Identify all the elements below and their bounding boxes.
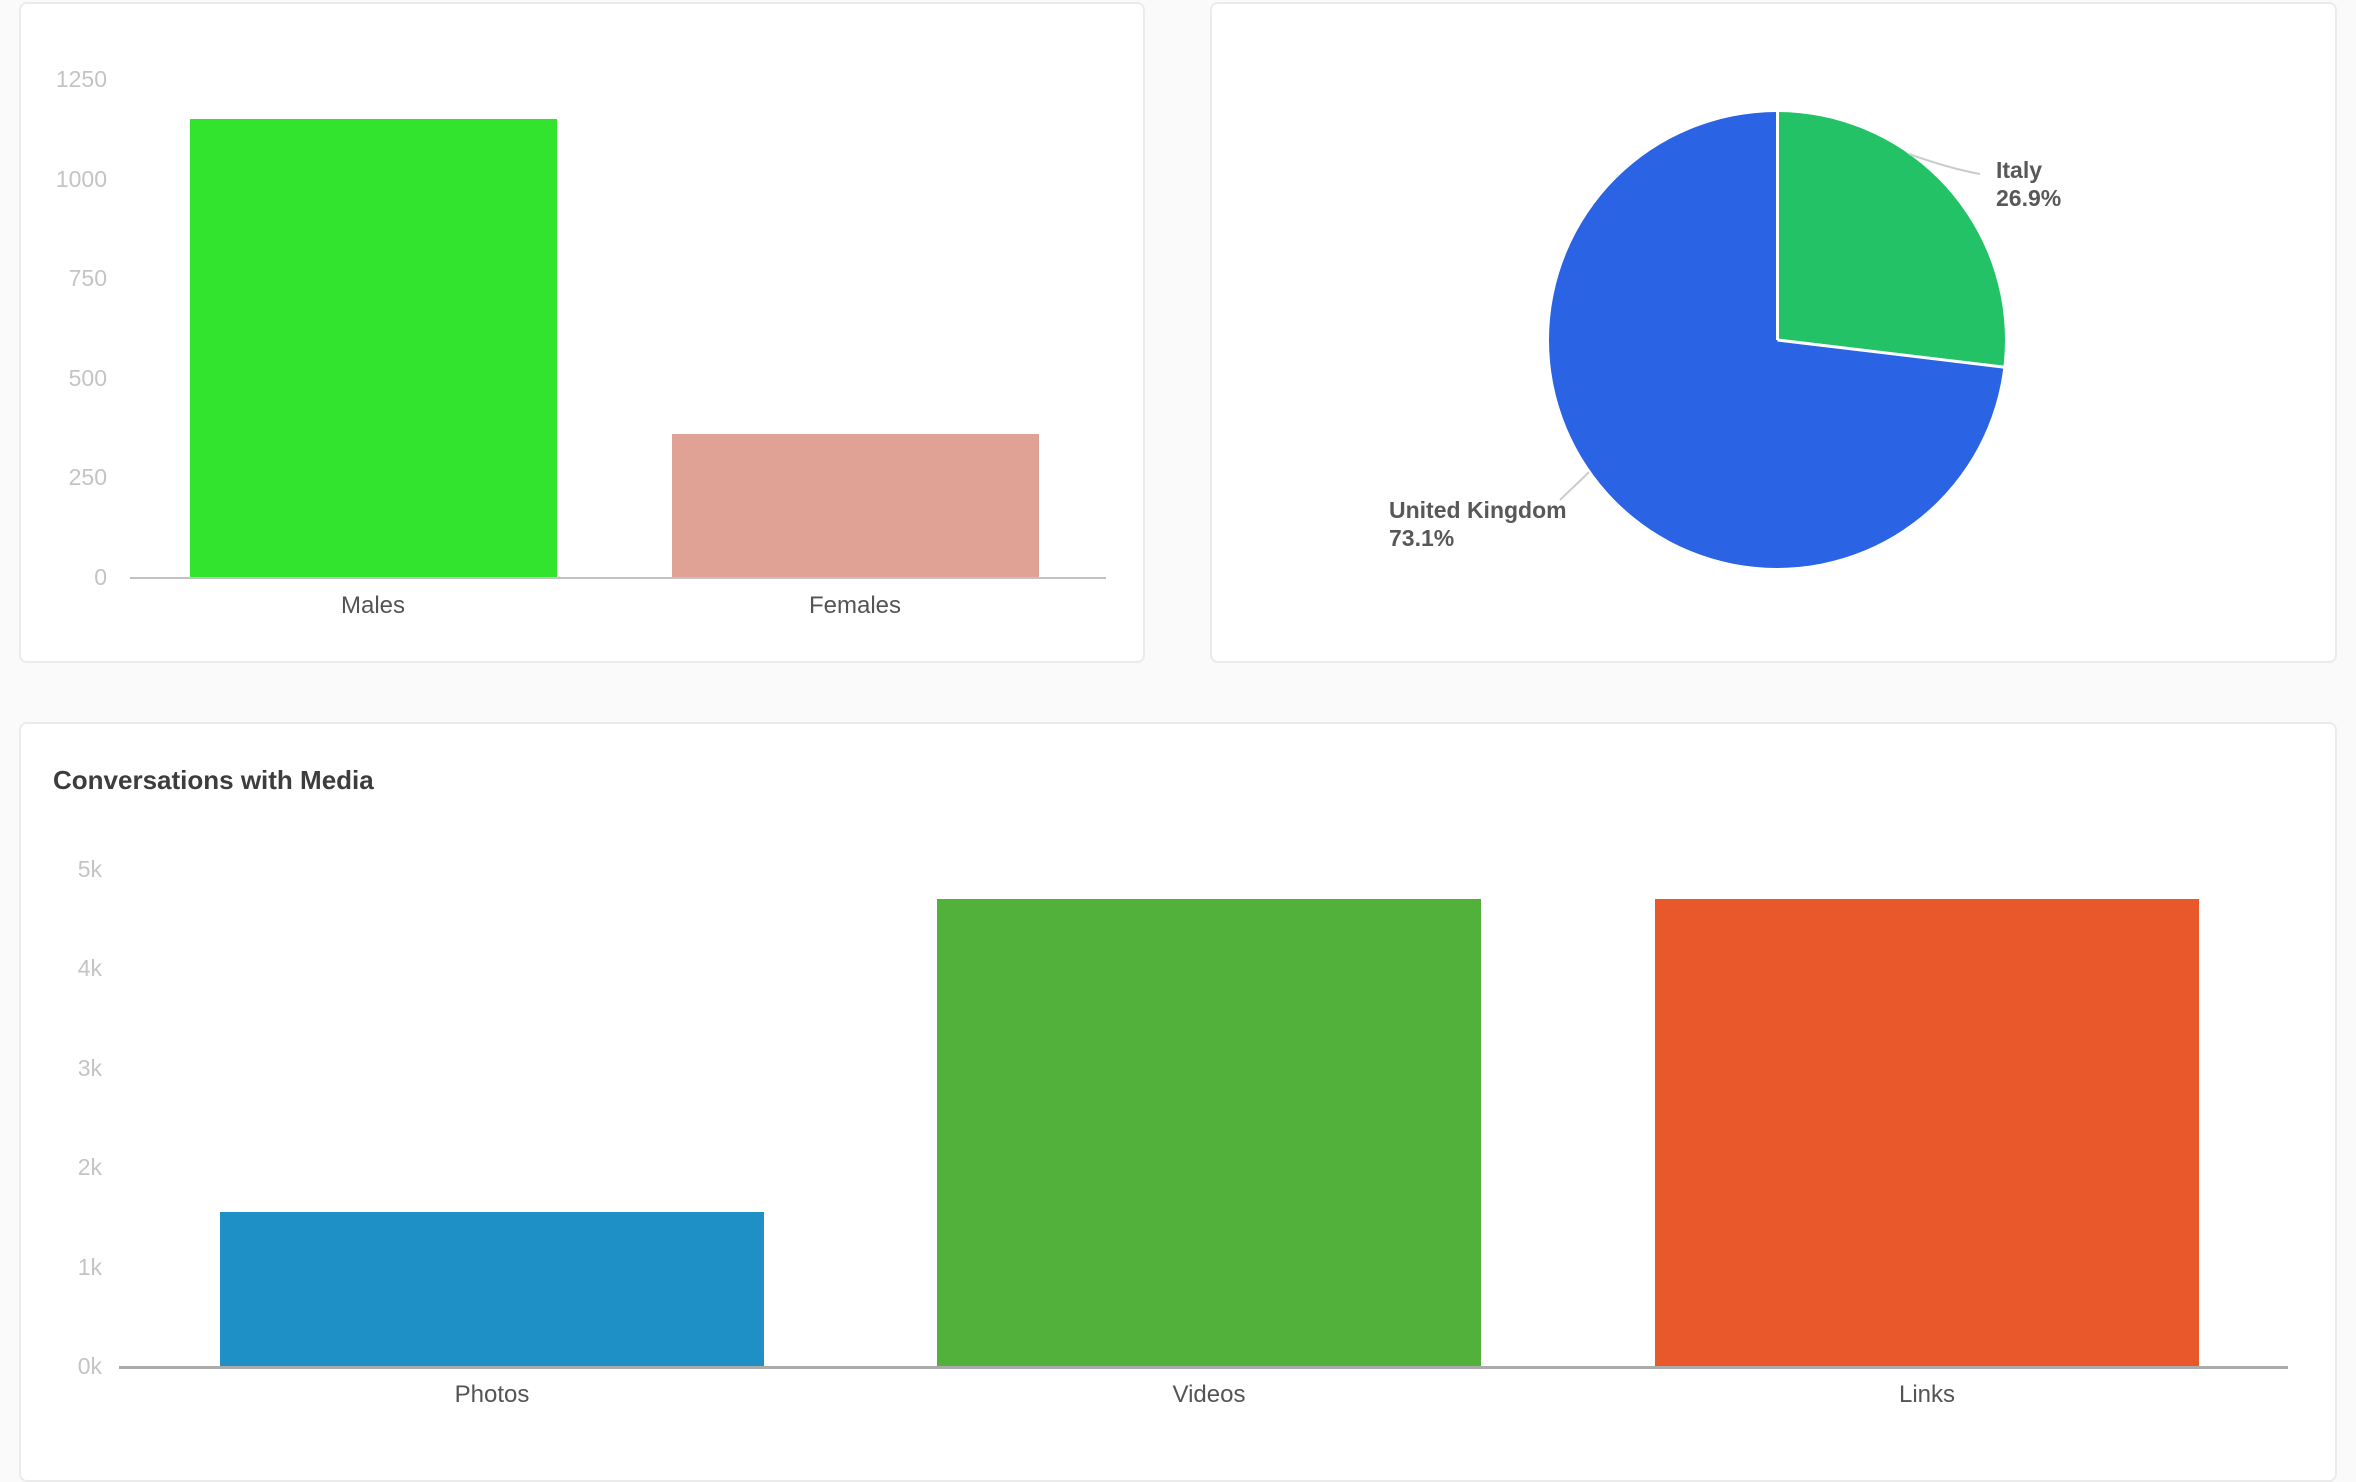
media-chart-title: Conversations with Media <box>53 765 374 795</box>
y-tick-label: 0 <box>94 564 107 590</box>
y-tick-label: 1250 <box>55 66 107 92</box>
leader-line-united-kingdom <box>1559 471 1590 501</box>
x-axis-label-photos: Photos <box>454 1381 530 1408</box>
y-tick-label: 4k <box>77 955 102 982</box>
y-tick-label: 500 <box>68 364 107 391</box>
gender-chart-card: 0 250 500 750 1000 1250 Males Females <box>19 2 1145 663</box>
gender-bar-chart: 0 250 500 750 1000 1250 Males Females <box>21 4 1143 661</box>
y-tick-label: 2k <box>77 1154 102 1181</box>
x-axis-label-links: Links <box>1898 1381 1956 1408</box>
pie-label-united-kingdom-percent: 73.1% <box>1389 525 1455 551</box>
y-tick-label: 5k <box>77 856 102 882</box>
bar-females[interactable] <box>671 434 1039 577</box>
country-chart-card: Italy 26.9% United Kingdom 73.1% <box>1210 2 2337 663</box>
y-tick-label: 750 <box>68 265 107 292</box>
pie-slice-separator <box>1775 112 1779 340</box>
pie-label-united-kingdom-name: United Kingdom <box>1389 497 1567 523</box>
pie-label-italy-name: Italy <box>1996 157 2043 183</box>
x-axis-line <box>119 1366 2288 1369</box>
pie-label-united-kingdom: United Kingdom 73.1% <box>1389 496 1567 552</box>
media-bar-chart: 0k 1k 2k 3k 4k 5k Photos Videos Links <box>21 724 2335 1480</box>
bar-videos[interactable] <box>937 899 1481 1366</box>
x-axis-label-videos: Videos <box>1172 1381 1246 1408</box>
pie-label-italy: Italy 26.9% <box>1996 156 2061 212</box>
media-chart-card: Conversations with Media 0k 1k 2k 3k 4k 5k Pho… <box>19 722 2337 1482</box>
y-tick-label: 3k <box>77 1054 102 1081</box>
y-tick-label: 1000 <box>55 165 107 192</box>
pie-leader-lines <box>1559 153 1981 501</box>
x-axis-label-males: Males <box>340 592 406 619</box>
bar-photos[interactable] <box>220 1212 764 1366</box>
leader-line-italy <box>1908 153 1981 175</box>
x-axis-line <box>130 577 1106 579</box>
country-pie-chart <box>1212 4 2335 661</box>
y-tick-label: 1k <box>77 1253 102 1280</box>
y-tick-label: 250 <box>68 464 107 491</box>
y-tick-label: 0k <box>77 1353 102 1379</box>
x-axis-label-females: Females <box>808 592 902 619</box>
bar-links[interactable] <box>1655 899 2199 1366</box>
pie-label-italy-percent: 26.9% <box>1996 185 2062 211</box>
bar-males[interactable] <box>189 119 557 577</box>
